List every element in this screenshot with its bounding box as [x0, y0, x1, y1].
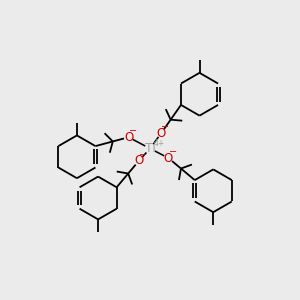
Text: −: −	[161, 122, 169, 132]
Text: 4+: 4+	[154, 139, 165, 148]
Text: Ti: Ti	[145, 142, 155, 155]
Text: O: O	[124, 131, 133, 144]
Text: O: O	[164, 152, 173, 164]
Text: O: O	[157, 127, 166, 140]
Text: O: O	[134, 154, 143, 167]
Text: −: −	[169, 147, 177, 157]
Text: −: −	[139, 150, 147, 160]
Text: −: −	[129, 126, 137, 136]
